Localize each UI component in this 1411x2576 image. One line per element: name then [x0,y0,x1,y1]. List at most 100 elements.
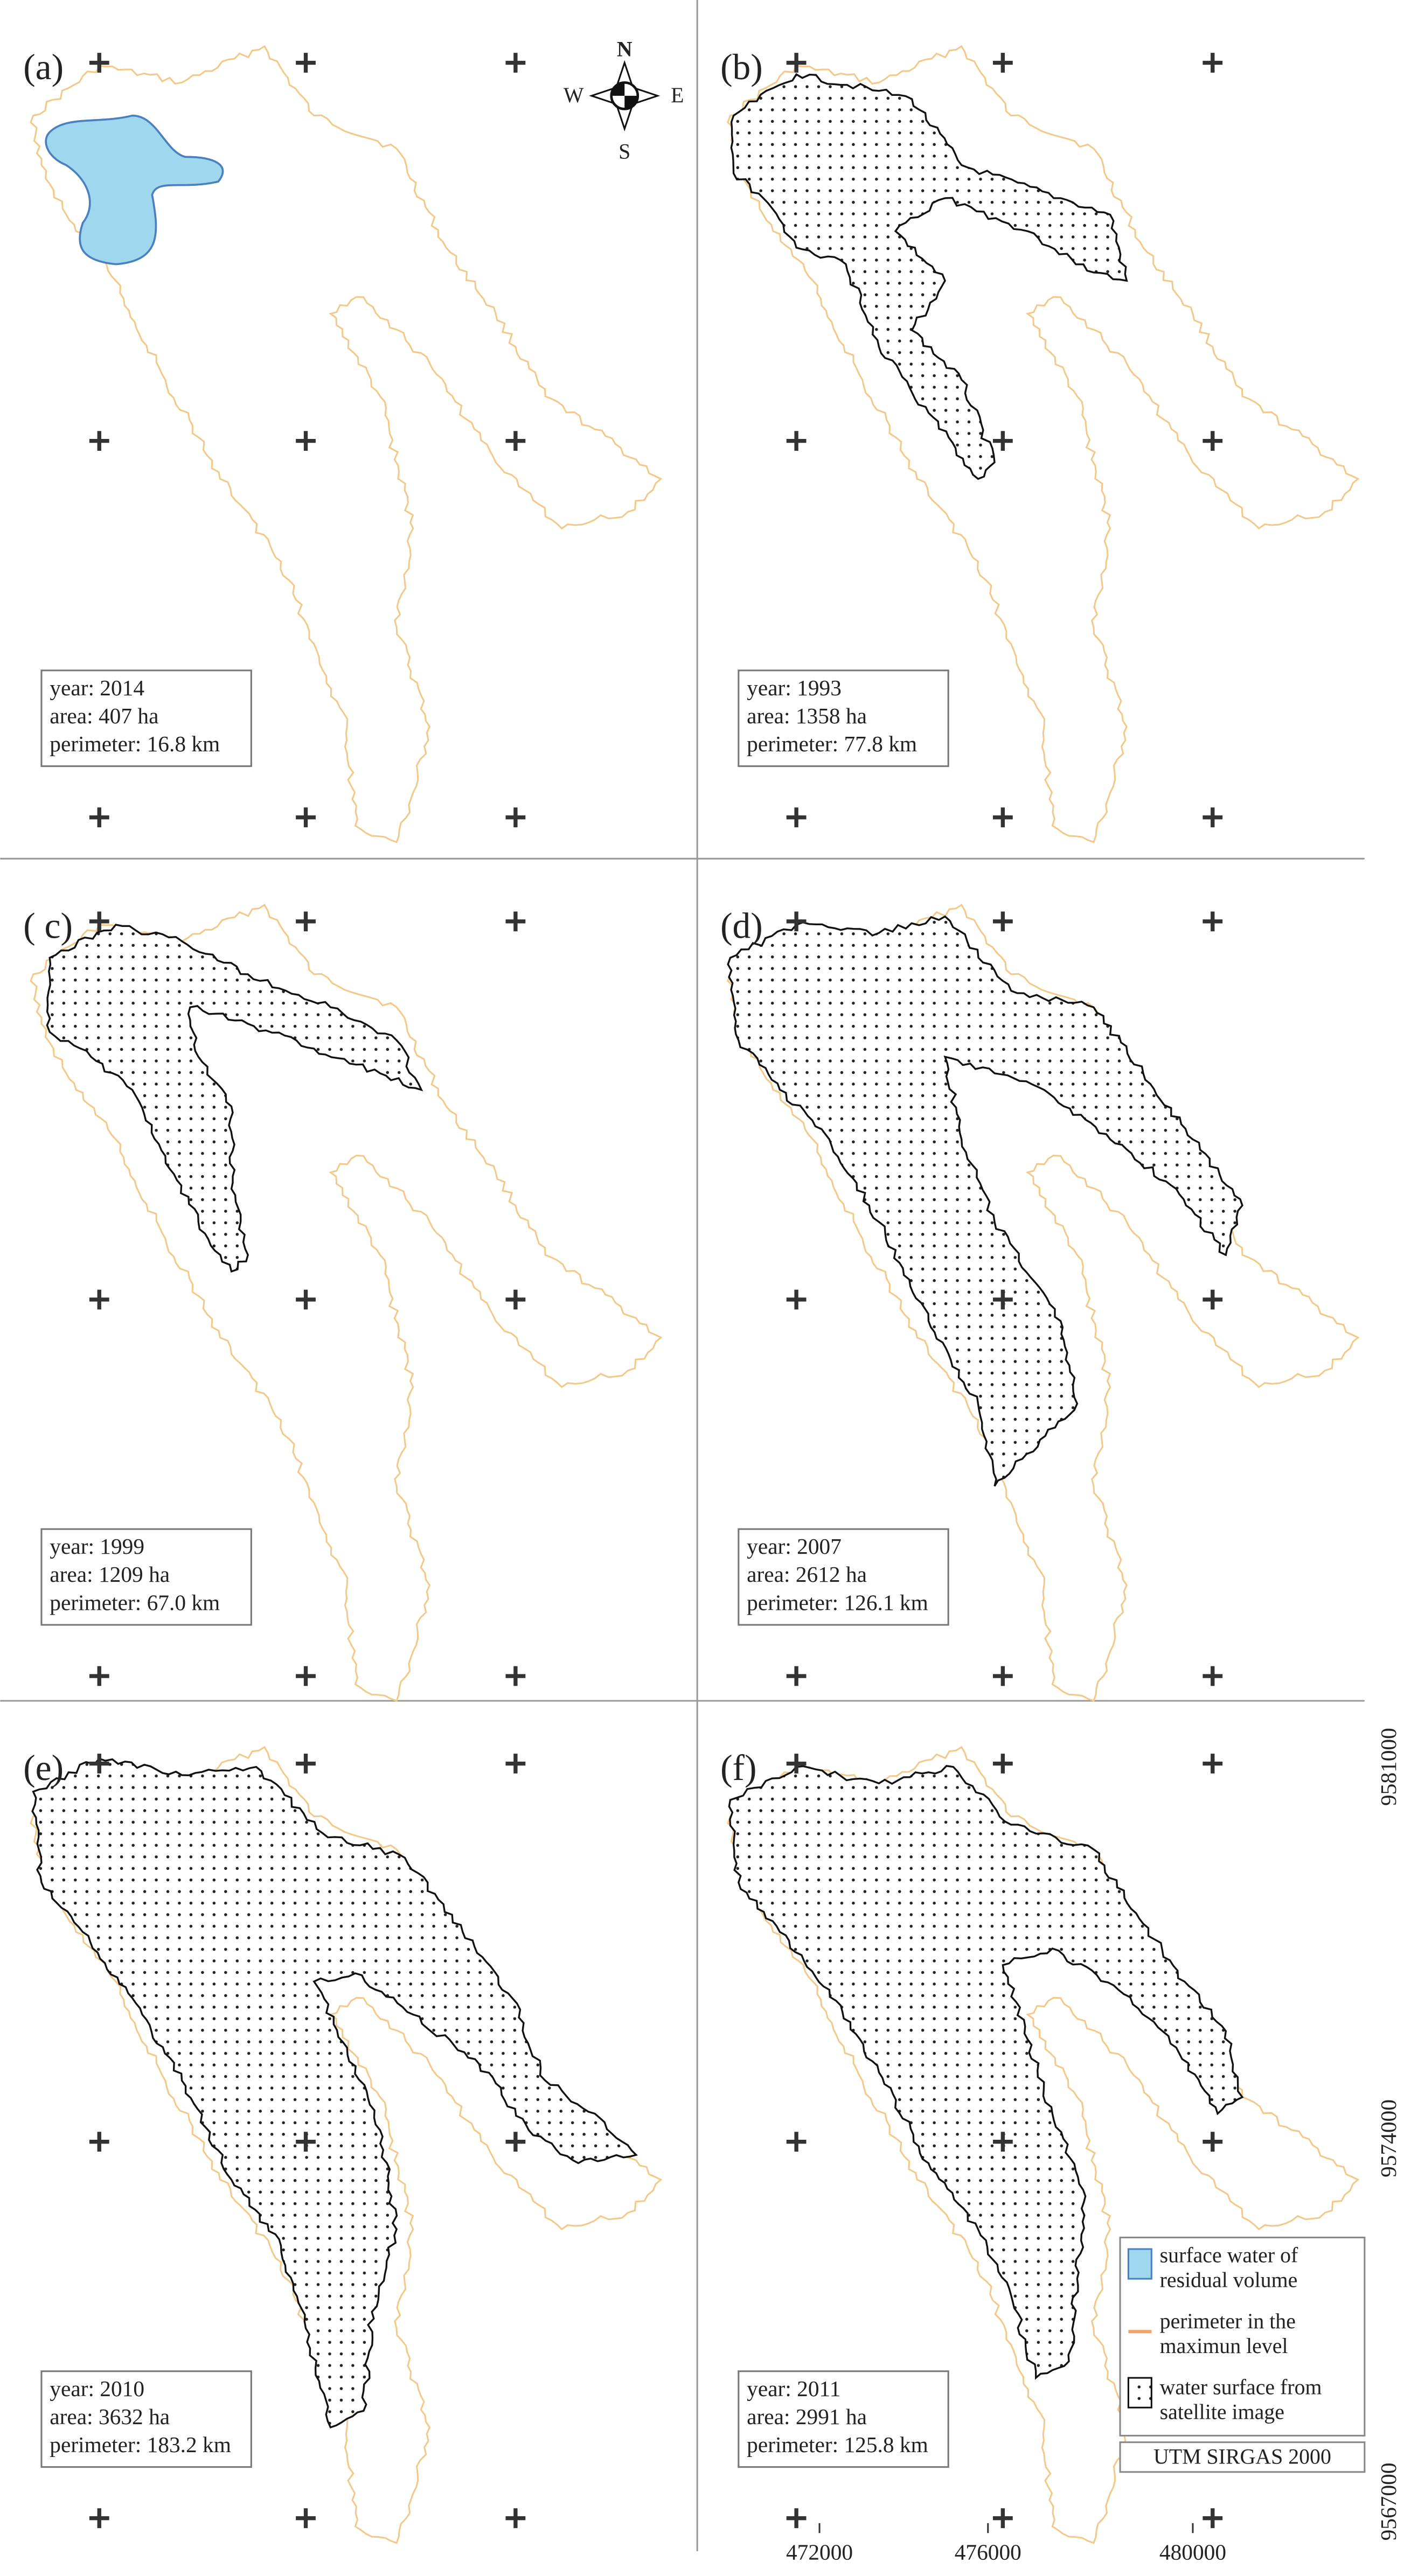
grid-cross [992,1666,1013,1686]
water-surface [31,1757,638,2429]
info-year: year: 1993 [747,675,842,700]
info-box [40,2370,252,2468]
legend-swatch [1127,2377,1152,2409]
grid-cross [786,1754,807,1774]
grid-cross [296,2508,316,2529]
info-year: year: 2010 [50,2376,144,2401]
info-year: year: 2007 [747,1534,842,1559]
y-coordinate: 9574000 [1376,2099,1401,2177]
grid-cross [505,807,526,828]
legend-label: residual volume [1160,2267,1298,2292]
info-area: area: 2612 ha [747,1562,867,1587]
grid-cross [992,911,1013,932]
legend-label: satellite image [1160,2400,1284,2424]
grid-cross [89,1289,109,1310]
map-panel: (e) year: 2010 area: 3632 ha perimeter: 183… [23,1746,663,2544]
grid-cross [505,2508,526,2529]
map-panel: (b) year: 1993 area: 1358 ha perimeter: 77.… [720,45,1360,843]
panel-label: (f) [720,1748,756,1788]
y-coordinate: 9567000 [1376,2463,1401,2541]
grid-cross [786,53,807,73]
panel-label: (e) [23,1748,64,1788]
y-coordinate: 9581000 [1376,1728,1401,1806]
legend-swatch [1127,2248,1152,2280]
x-coordinate: 472000 [786,2539,853,2564]
legend-label: water surface from [1160,2375,1322,2399]
x-coordinate: 476000 [955,2539,1021,2564]
info-perimeter: perimeter: 16.8 km [50,731,220,756]
grid-cross [786,2132,807,2152]
grid-cross [89,2132,109,2152]
grid-cross [296,911,316,932]
water-surface [727,915,1243,1487]
water-surface [46,924,423,1273]
map-panel: (d) year: 2007 area: 2612 ha perimeter: 126… [720,904,1360,1702]
grid-cross [786,431,807,451]
grid-cross [296,53,316,73]
info-perimeter: perimeter: 125.8 km [747,2432,928,2457]
info-perimeter: perimeter: 126.1 km [747,1590,928,1615]
info-year: year: 2011 [747,2376,840,2401]
max-level-perimeter [727,45,1360,843]
info-area: area: 2991 ha [747,2404,867,2429]
legend-label: perimeter in the [1160,2309,1296,2333]
grid-cross [992,53,1013,73]
info-area: area: 1358 ha [747,703,867,728]
x-coordinate: 480000 [1159,2539,1226,2564]
panel-label: (b) [720,47,763,87]
grid-cross [296,2132,316,2152]
grid-cross [786,911,807,932]
grid-cross [992,2132,1013,2152]
grid-cross [505,1666,526,1686]
grid-cross [89,53,109,73]
info-year: year: 2014 [50,675,144,700]
grid-cross [1203,431,1223,451]
grid-cross [992,431,1013,451]
residual-water [45,114,224,266]
grid-cross [1203,2132,1223,2152]
grid-cross [505,53,526,73]
panel-label: ( c) [23,906,73,946]
compass-w: W [564,83,584,107]
grid-cross [1203,911,1223,932]
grid-cross [89,2508,109,2529]
info-area: area: 3632 ha [50,2404,170,2429]
legend-box [1119,2236,1366,2437]
grid-cross [992,807,1013,828]
grid-cross [786,1666,807,1686]
info-area: area: 407 ha [50,703,158,728]
grid-cross [1203,1666,1223,1686]
grid-cross [786,807,807,828]
map-panel: (f) year: 2011 area: 2991 ha perimeter: 125… [720,1746,1360,2544]
panel-label: (d) [720,906,763,946]
compass-n: N [617,37,632,61]
compass-s: S [618,139,630,163]
max-level-perimeter [30,904,663,1702]
info-area: area: 1209 ha [50,1562,170,1587]
grid-cross [786,1289,807,1310]
info-box [738,1528,949,1626]
info-box [738,2370,949,2468]
info-year: year: 1999 [50,1534,144,1559]
info-perimeter: perimeter: 67.0 km [50,1590,220,1615]
water-surface [730,73,1128,480]
compass-fill [611,82,638,109]
panel-label: (a) [23,47,64,87]
grid-cross [505,911,526,932]
grid-cross [296,1666,316,1686]
grid-cross [89,911,109,932]
grid-cross [992,1754,1013,1774]
grid-cross [1203,807,1223,828]
info-perimeter: perimeter: 183.2 km [50,2432,231,2457]
grid-cross [1203,53,1223,73]
grid-cross [1203,1289,1223,1310]
compass-e: E [671,83,684,107]
grid-cross [505,2132,526,2152]
crs-box [1119,2441,1366,2473]
grid-cross [89,1754,109,1774]
grid-cross [1203,1754,1223,1774]
crs-label: UTM SIRGAS 2000 [1153,2445,1331,2469]
